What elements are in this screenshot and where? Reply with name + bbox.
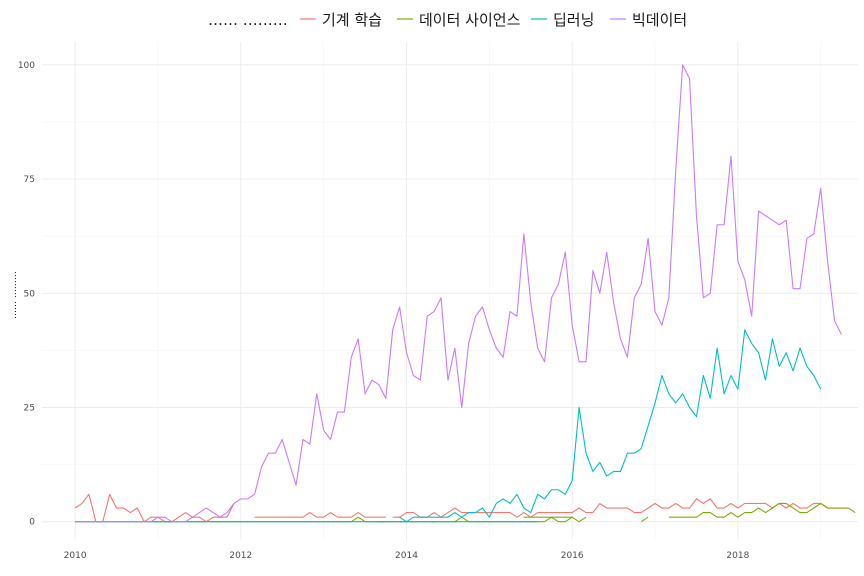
legend-label: 딥러닝 — [553, 11, 594, 29]
x-tick-label: 2016 — [561, 551, 584, 561]
x-axis-ticks: 2010 2012 2014 2016 2018 — [64, 551, 750, 561]
series-group — [75, 330, 821, 522]
legend-label: 기계 학습 — [322, 11, 382, 29]
y-axis-ticks: 0 25 50 75 100 — [18, 61, 35, 528]
x-tick-label: 2012 — [229, 551, 252, 561]
y-tick-label: 50 — [24, 289, 36, 299]
series-line — [75, 494, 234, 521]
x-tick-label: 2014 — [395, 551, 418, 561]
series-line — [255, 513, 386, 518]
series-line — [669, 503, 855, 517]
legend-item: 데이터 사이언스 — [397, 11, 521, 29]
legend-label: 빅데이터 — [632, 11, 687, 29]
y-tick-label: 25 — [24, 404, 35, 414]
legend-item: 빅데이터 — [610, 11, 687, 29]
series-line — [400, 330, 821, 522]
series-group — [75, 494, 841, 521]
x-tick-label: 2018 — [726, 551, 749, 561]
y-tick-label: 75 — [24, 175, 35, 185]
legend-item: 딥러닝 — [531, 11, 594, 29]
legend-label: 데이터 사이언스 — [419, 11, 521, 29]
y-axis-title: …… ……… — [9, 271, 19, 319]
legend-item: 기계 학습 — [300, 11, 382, 29]
y-tick-label: 100 — [18, 61, 35, 71]
series-line — [641, 517, 648, 522]
legend-title: …… ……… — [208, 11, 288, 29]
y-tick-label: 0 — [29, 518, 35, 528]
series-line — [393, 499, 842, 517]
x-tick-label: 2010 — [64, 551, 87, 561]
grid — [42, 42, 858, 540]
legend: …… ……… 기계 학습 데이터 사이언스 딥러닝 빅데이터 — [208, 11, 687, 29]
